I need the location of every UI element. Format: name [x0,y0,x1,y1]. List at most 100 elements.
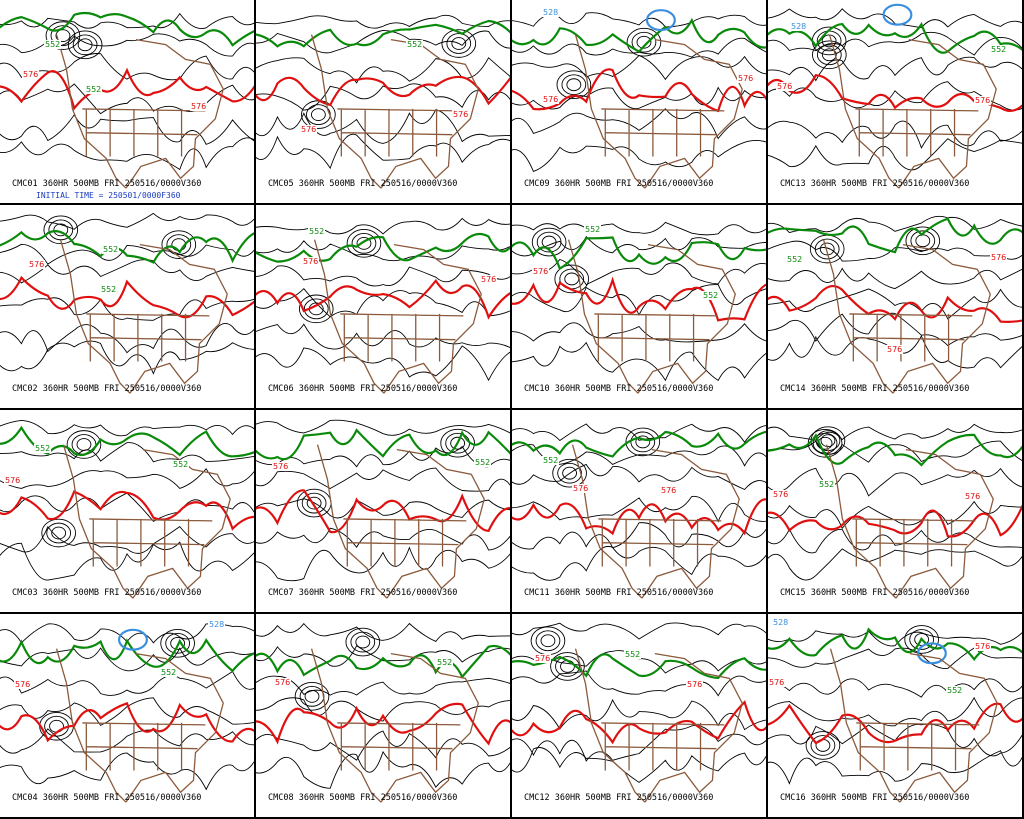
contour-528-line [916,642,947,665]
closed-contour [160,629,195,658]
height-contour-line [0,670,254,696]
contour-552-line [0,11,254,47]
contour-value-label: 576 [572,484,590,493]
contour-value-label: 576 [274,678,292,687]
closed-contour [166,234,192,255]
ensemble-member-panel: 552 576 552 CMC03 360HR 500MB FRI 250516/00… [0,410,256,614]
contour-552-line [512,653,766,680]
height-contour-line [0,33,254,57]
height-contour-line [256,323,510,350]
contour-value-label: 552 [406,40,424,49]
contour-value-label: 552 [542,456,560,465]
contour-value-label: 552 [172,460,190,469]
contour-value-label: 576 [534,654,552,663]
contour-value-label: 576 [990,253,1008,262]
closed-contour [346,229,382,258]
ensemble-member-panel: 552 576 576 CMC15 360HR 500MB FRI 250516/00… [768,410,1024,614]
closed-contour [554,264,590,294]
height-contour-line [768,440,1022,463]
contour-528-line [117,628,148,651]
contour-value-label: 576 [660,486,678,495]
height-contour-line [256,445,510,468]
contour-576-line [0,490,254,531]
height-contour-line [512,622,766,640]
closed-contour [564,272,580,286]
height-contour-map [768,423,1022,599]
height-contour-map [768,215,1022,394]
closed-contour [820,434,836,448]
closed-contour [631,31,657,53]
panel-caption: CMC10 360HR 500MB FRI 250516/0000V360 [524,384,714,394]
continent-outline [571,444,740,599]
contour-576-line [768,702,1022,745]
height-contour-map [768,625,1022,803]
panel-caption: CMC01 360HR 500MB FRI 250516/0000V360 [12,179,202,189]
height-contour-line [256,546,510,582]
ensemble-member-panel: 576 552 CMC08 360HR 500MB FRI 250516/0000V… [256,614,512,819]
closed-contour [170,636,186,650]
closed-contour [356,236,372,250]
continent-outline [825,444,994,599]
panel-caption: CMC14 360HR 500MB FRI 250516/0000V360 [780,384,970,394]
height-contour-line [768,423,1022,441]
closed-contour [552,458,587,488]
closed-contour [819,242,835,256]
ensemble-member-panel: 528 576 552 576 CMC16 360HR 500MB FRI 250516… [768,614,1024,819]
contour-552-line [256,644,510,679]
height-contour-line [0,83,254,115]
height-contour-line [512,108,766,140]
contour-576-line [768,284,1022,323]
contour-value-label: 552 [85,85,103,94]
closed-contour [566,78,582,92]
contour-576-line [256,75,510,107]
height-contour-line [512,747,766,783]
height-contour-line [256,730,510,761]
height-contour-line [0,297,254,321]
panel-caption: CMC03 360HR 500MB FRI 250516/0000V360 [12,588,202,598]
contour-value-label: 552 [474,458,492,467]
continent-outline [310,648,479,803]
panel-caption: CMC11 360HR 500MB FRI 250516/0000V360 [524,588,714,598]
contour-value-label: 552 [436,658,454,667]
height-contour-map [256,419,510,599]
closed-contour [531,227,567,257]
height-contour-line [256,675,510,696]
ensemble-member-panel: 528 576 552 576 CMC13 360HR 500MB FRI 250516… [768,0,1024,205]
height-contour-line [0,114,254,145]
height-contour-line [0,647,254,672]
height-contour-line [256,14,510,29]
ensemble-member-panel: 576 552 528 CMC04 360HR 500MB FRI 250516/00… [0,614,256,819]
closed-contour [304,689,320,703]
closed-contour [915,234,931,248]
height-contour-map [0,419,254,599]
closed-contour [310,108,326,122]
height-contour-map [0,212,254,394]
height-contour-line [256,750,510,789]
continent-outline [828,34,997,189]
height-contour-line [256,467,510,492]
contour-552-line [512,430,766,458]
height-contour-line [768,138,1022,171]
closed-contour [636,35,652,49]
closed-contour [350,631,376,653]
height-contour-line [0,137,254,171]
height-contour-line [768,528,1022,554]
height-contour-line [512,546,766,581]
height-contour-line [512,341,766,382]
contour-value-label: 552 [818,480,836,489]
ensemble-member-panel: 576 552 CMC07 360HR 500MB FRI 250516/0000V… [256,410,512,614]
contour-value-label: 552 [100,285,118,294]
height-contour-line [256,622,510,642]
height-contour-line [0,525,254,554]
closed-contour [41,518,76,548]
contour-value-label: 576 [300,125,318,134]
contour-576-line [512,276,766,322]
closed-contour [562,466,577,480]
continent-outline [313,239,482,394]
contour-value-label: 576 [28,260,46,269]
closed-contour [165,632,190,654]
closed-contour [626,27,662,57]
height-contour-line [0,697,254,726]
height-contour-line [512,235,766,257]
contour-552-line [768,627,1022,662]
